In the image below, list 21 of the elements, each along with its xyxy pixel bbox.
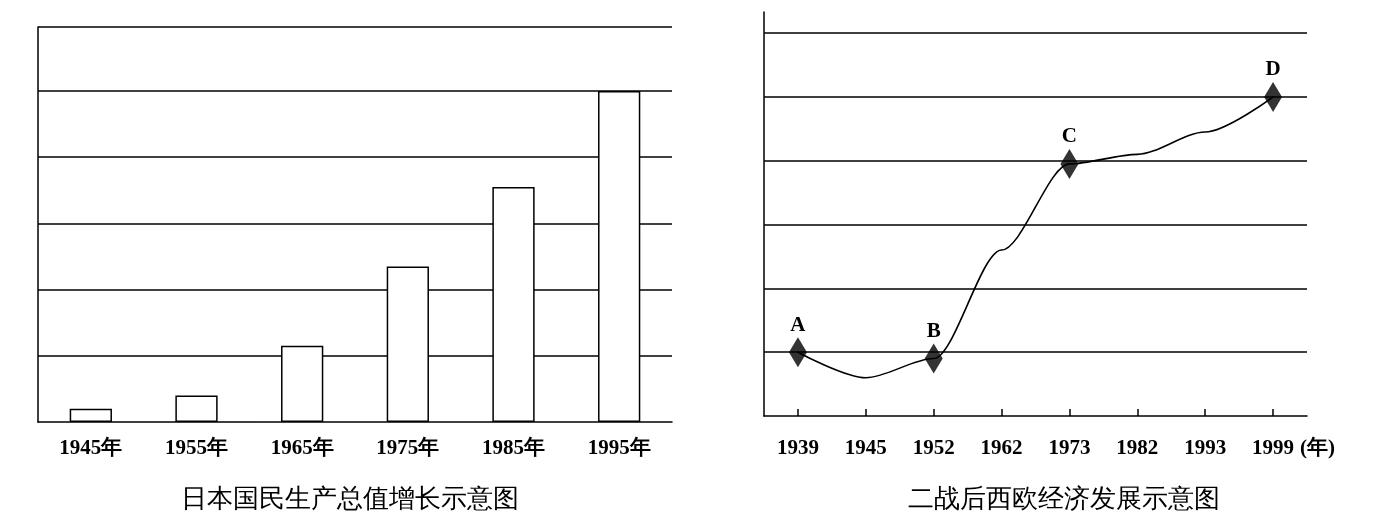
x-tick-label: 1973 xyxy=(1048,434,1091,459)
text: 日本国民生产总值增长示意图 xyxy=(181,483,519,513)
annotation: C xyxy=(1061,123,1078,148)
annotation: D xyxy=(1265,56,1281,81)
x-axis-title: (年) xyxy=(1299,434,1335,459)
annotation: B xyxy=(926,318,941,343)
x-tick-label: 1995年 xyxy=(587,434,651,459)
x-tick-label: 1945 xyxy=(844,434,887,459)
x-tick-label: 1982 xyxy=(1116,434,1159,459)
x-tick-label: 1985年 xyxy=(482,434,545,459)
x-tick-label: 1962 xyxy=(980,434,1023,459)
x-tick-label: 1939 xyxy=(776,434,819,459)
x-tick-label: 1945年 xyxy=(59,434,123,459)
x-tick-label: 1975年 xyxy=(376,434,440,459)
text: 二战后西欧经济发展示意图 xyxy=(908,483,1220,513)
x-tick-label: 1952 xyxy=(912,434,955,459)
x-tick-label: 1999 xyxy=(1252,434,1295,459)
x-tick-label: 1993 xyxy=(1184,434,1227,459)
x-tick-label: 1965年 xyxy=(270,434,334,459)
x-tick-label: 1955年 xyxy=(165,434,228,459)
annotation: A xyxy=(790,311,807,336)
